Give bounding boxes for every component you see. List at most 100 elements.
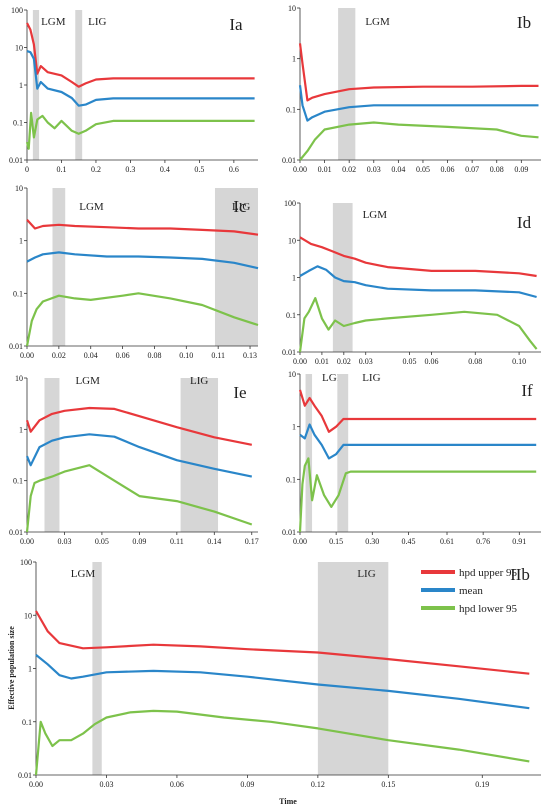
x-tick-label: 0.00	[20, 351, 34, 360]
band-lgm	[338, 8, 356, 160]
band-label-lgm: LGM	[365, 16, 390, 28]
series-line-mean	[25, 433, 253, 478]
y-tick-label: 0.01	[9, 156, 23, 165]
band-lgm	[332, 203, 353, 352]
y-tick-label: 0.1	[13, 477, 23, 486]
y-tick-label: 1	[292, 274, 296, 283]
x-tick-label: 0.03	[359, 357, 373, 366]
panel-title-Id: Id	[517, 213, 532, 232]
y-tick-label: 0.01	[9, 342, 23, 351]
y-tick-label: 0.1	[13, 289, 23, 298]
y-tick-label: 0.01	[282, 528, 296, 537]
y-tick-label: 100	[20, 558, 32, 567]
legend-label-2: hpd lower 95	[459, 603, 518, 615]
x-tick-label: 0.04	[391, 165, 405, 174]
x-tick-label: 0.07	[465, 165, 479, 174]
x-tick-label: 0.00	[293, 537, 307, 546]
panel-title-Ia: Ia	[229, 15, 243, 34]
x-tick-label: 0.2	[91, 165, 101, 174]
x-tick-label: 0.05	[416, 165, 430, 174]
x-tick-label: 0.02	[52, 351, 66, 360]
series-line-hpd-upper-95	[25, 406, 253, 446]
x-tick-label: 0.45	[401, 537, 415, 546]
series-line-hpd-upper-95	[26, 22, 255, 88]
band-label-lig: LIG	[357, 568, 375, 580]
y-tick-label: 0.1	[13, 119, 23, 128]
x-tick-label: 0.14	[207, 537, 221, 546]
series-line-hpd-upper-95	[26, 218, 259, 236]
x-tick-label: 0.00	[20, 537, 34, 546]
series-line-hpd-lower-95	[25, 464, 253, 533]
band-label-lgm: LGM	[363, 209, 388, 221]
panel-title-Ie: Ie	[233, 383, 246, 402]
band-label-lgm: LGM	[75, 375, 100, 387]
x-tick-label: 0.3	[125, 165, 135, 174]
y-axis-title: Effective population size	[7, 626, 16, 710]
x-tick-label: 0.01	[315, 357, 329, 366]
x-tick-label: 0.11	[211, 351, 225, 360]
y-tick-label: 1	[292, 55, 296, 64]
x-tick-label: 0.6	[229, 165, 239, 174]
x-tick-label: 0.00	[293, 165, 307, 174]
y-tick-label: 1	[28, 665, 32, 674]
band-label-lig: LIG	[362, 372, 380, 384]
legend-label-1: mean	[459, 585, 483, 597]
series-line-mean	[298, 85, 539, 122]
y-tick-label: 0.01	[9, 528, 23, 537]
y-tick-label: 1	[292, 423, 296, 432]
x-tick-label: 0.09	[132, 537, 146, 546]
series-line-hpd-lower-95	[25, 292, 259, 347]
x-tick-label: 0.76	[476, 537, 490, 546]
x-tick-label: 0.06	[441, 165, 455, 174]
panel-title-Ic: Ic	[233, 197, 247, 216]
x-tick-label: 0.03	[57, 537, 71, 546]
x-tick-label: 0.06	[170, 780, 184, 789]
band-label-lig: LIG	[88, 16, 106, 28]
x-tick-label: 0.06	[116, 351, 130, 360]
x-axis-title: Time	[279, 797, 297, 806]
band-lig	[75, 10, 83, 160]
series-line-mean	[299, 265, 537, 299]
chart-panel-Ia: LGM LIG 0.01 0.1 1 10 100 0 0.1 0.2 0.3 0.4 0.5 0.6 Ia	[9, 6, 258, 174]
series-line-hpd-lower-95	[299, 121, 539, 161]
y-tick-label: 10	[15, 184, 23, 193]
y-tick-label: 100	[284, 199, 296, 208]
y-tick-label: 10	[288, 4, 296, 13]
x-tick-label: 0.02	[337, 357, 351, 366]
x-tick-label: 0.04	[84, 351, 98, 360]
x-tick-label: 0.15	[329, 537, 343, 546]
y-tick-label: 0.01	[282, 348, 296, 357]
y-tick-label: 10	[24, 611, 32, 620]
x-tick-label: 0.12	[311, 780, 325, 789]
x-tick-label: 0.13	[243, 351, 257, 360]
series-line-mean	[26, 251, 259, 270]
y-tick-label: 0.1	[22, 718, 32, 727]
x-tick-label: 0.00	[293, 357, 307, 366]
x-tick-label: 0.09	[514, 165, 528, 174]
y-tick-label: 10	[15, 374, 23, 383]
series-line-hpd-lower-95	[34, 709, 530, 776]
series-line-hpd-upper-95	[298, 389, 537, 433]
series-line-hpd-upper-95	[35, 610, 530, 675]
band-lig	[180, 378, 219, 532]
panel-title-If: If	[521, 381, 533, 400]
x-tick-label: 0.01	[318, 165, 332, 174]
x-tick-label: 0.09	[240, 780, 254, 789]
panel-title-Ib: Ib	[517, 13, 531, 32]
band-lgm	[92, 562, 102, 775]
x-tick-label: 0.15	[381, 780, 395, 789]
band-label-lgm: LGM	[41, 16, 66, 28]
legend: hpd upper 95 mean hpd lower 95	[421, 567, 518, 615]
series-line-hpd-lower-95	[25, 111, 255, 150]
x-tick-label: 0.05	[403, 357, 417, 366]
x-tick-label: 0.10	[512, 357, 526, 366]
series-line-hpd-lower-95	[298, 297, 538, 353]
series-line-hpd-upper-95	[299, 236, 537, 278]
x-tick-label: 0.06	[424, 357, 438, 366]
band-lgm	[52, 188, 66, 346]
band-lig	[317, 562, 389, 775]
x-tick-label: 0.4	[160, 165, 170, 174]
